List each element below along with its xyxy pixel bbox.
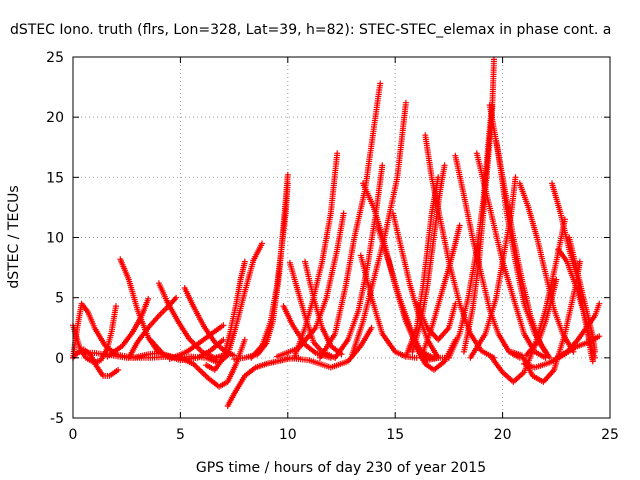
series-markers (452, 152, 523, 361)
series-12 (177, 336, 248, 390)
series-markers (125, 294, 180, 361)
x-tick-label: 10 (279, 427, 297, 443)
y-tick-label: 0 (55, 351, 64, 367)
series-17 (248, 180, 291, 361)
x-tick-label: 25 (601, 427, 619, 443)
y-tick-label: 5 (55, 291, 64, 307)
series-6 (104, 295, 152, 360)
series-40 (473, 150, 549, 361)
series-23 (274, 210, 347, 360)
x-tick-label: 15 (386, 427, 404, 443)
series-24 (317, 80, 384, 361)
series-22 (291, 150, 341, 361)
series-markers (317, 80, 384, 361)
series-markers (523, 276, 560, 359)
series-markers (467, 174, 519, 361)
series-52 (521, 333, 603, 371)
y-tick-label: 15 (46, 170, 64, 186)
series-markers (104, 295, 152, 360)
series-markers (521, 333, 603, 371)
series-43 (467, 174, 519, 361)
x-tick-label: 5 (176, 427, 185, 443)
series-markers (473, 150, 549, 361)
series-37 (452, 152, 523, 361)
series-markers (166, 322, 227, 362)
series-markers (357, 252, 420, 361)
tick-labels: 0 5 10 15 20 25 -5 0 5 10 15 20 25 (46, 50, 619, 443)
series-markers (291, 150, 341, 361)
series-11 (166, 322, 227, 362)
series-14 (203, 258, 248, 373)
series-27 (357, 252, 420, 361)
y-tick-label: 10 (46, 231, 64, 247)
y-axis-label: dSTEC / TECUs (6, 185, 22, 288)
series-46 (523, 276, 560, 359)
axis-ticks (72, 56, 611, 419)
series-markers (203, 258, 248, 373)
series-7 (125, 294, 180, 361)
series-markers (274, 210, 347, 360)
x-tick-label: 0 (69, 427, 78, 443)
plot-marks (70, 56, 603, 409)
y-tick-label: -5 (50, 411, 64, 427)
series-markers (248, 180, 291, 361)
y-tick-label: 20 (46, 110, 64, 126)
y-tick-label: 25 (46, 50, 64, 66)
x-axis-label: GPS time / hours of day 230 of year 2015 (196, 460, 486, 476)
chart-title: dSTEC Iono. truth (flrs, Lon=328, Lat=39… (10, 22, 611, 38)
x-tick-label: 20 (494, 427, 512, 443)
series-markers (177, 336, 248, 390)
